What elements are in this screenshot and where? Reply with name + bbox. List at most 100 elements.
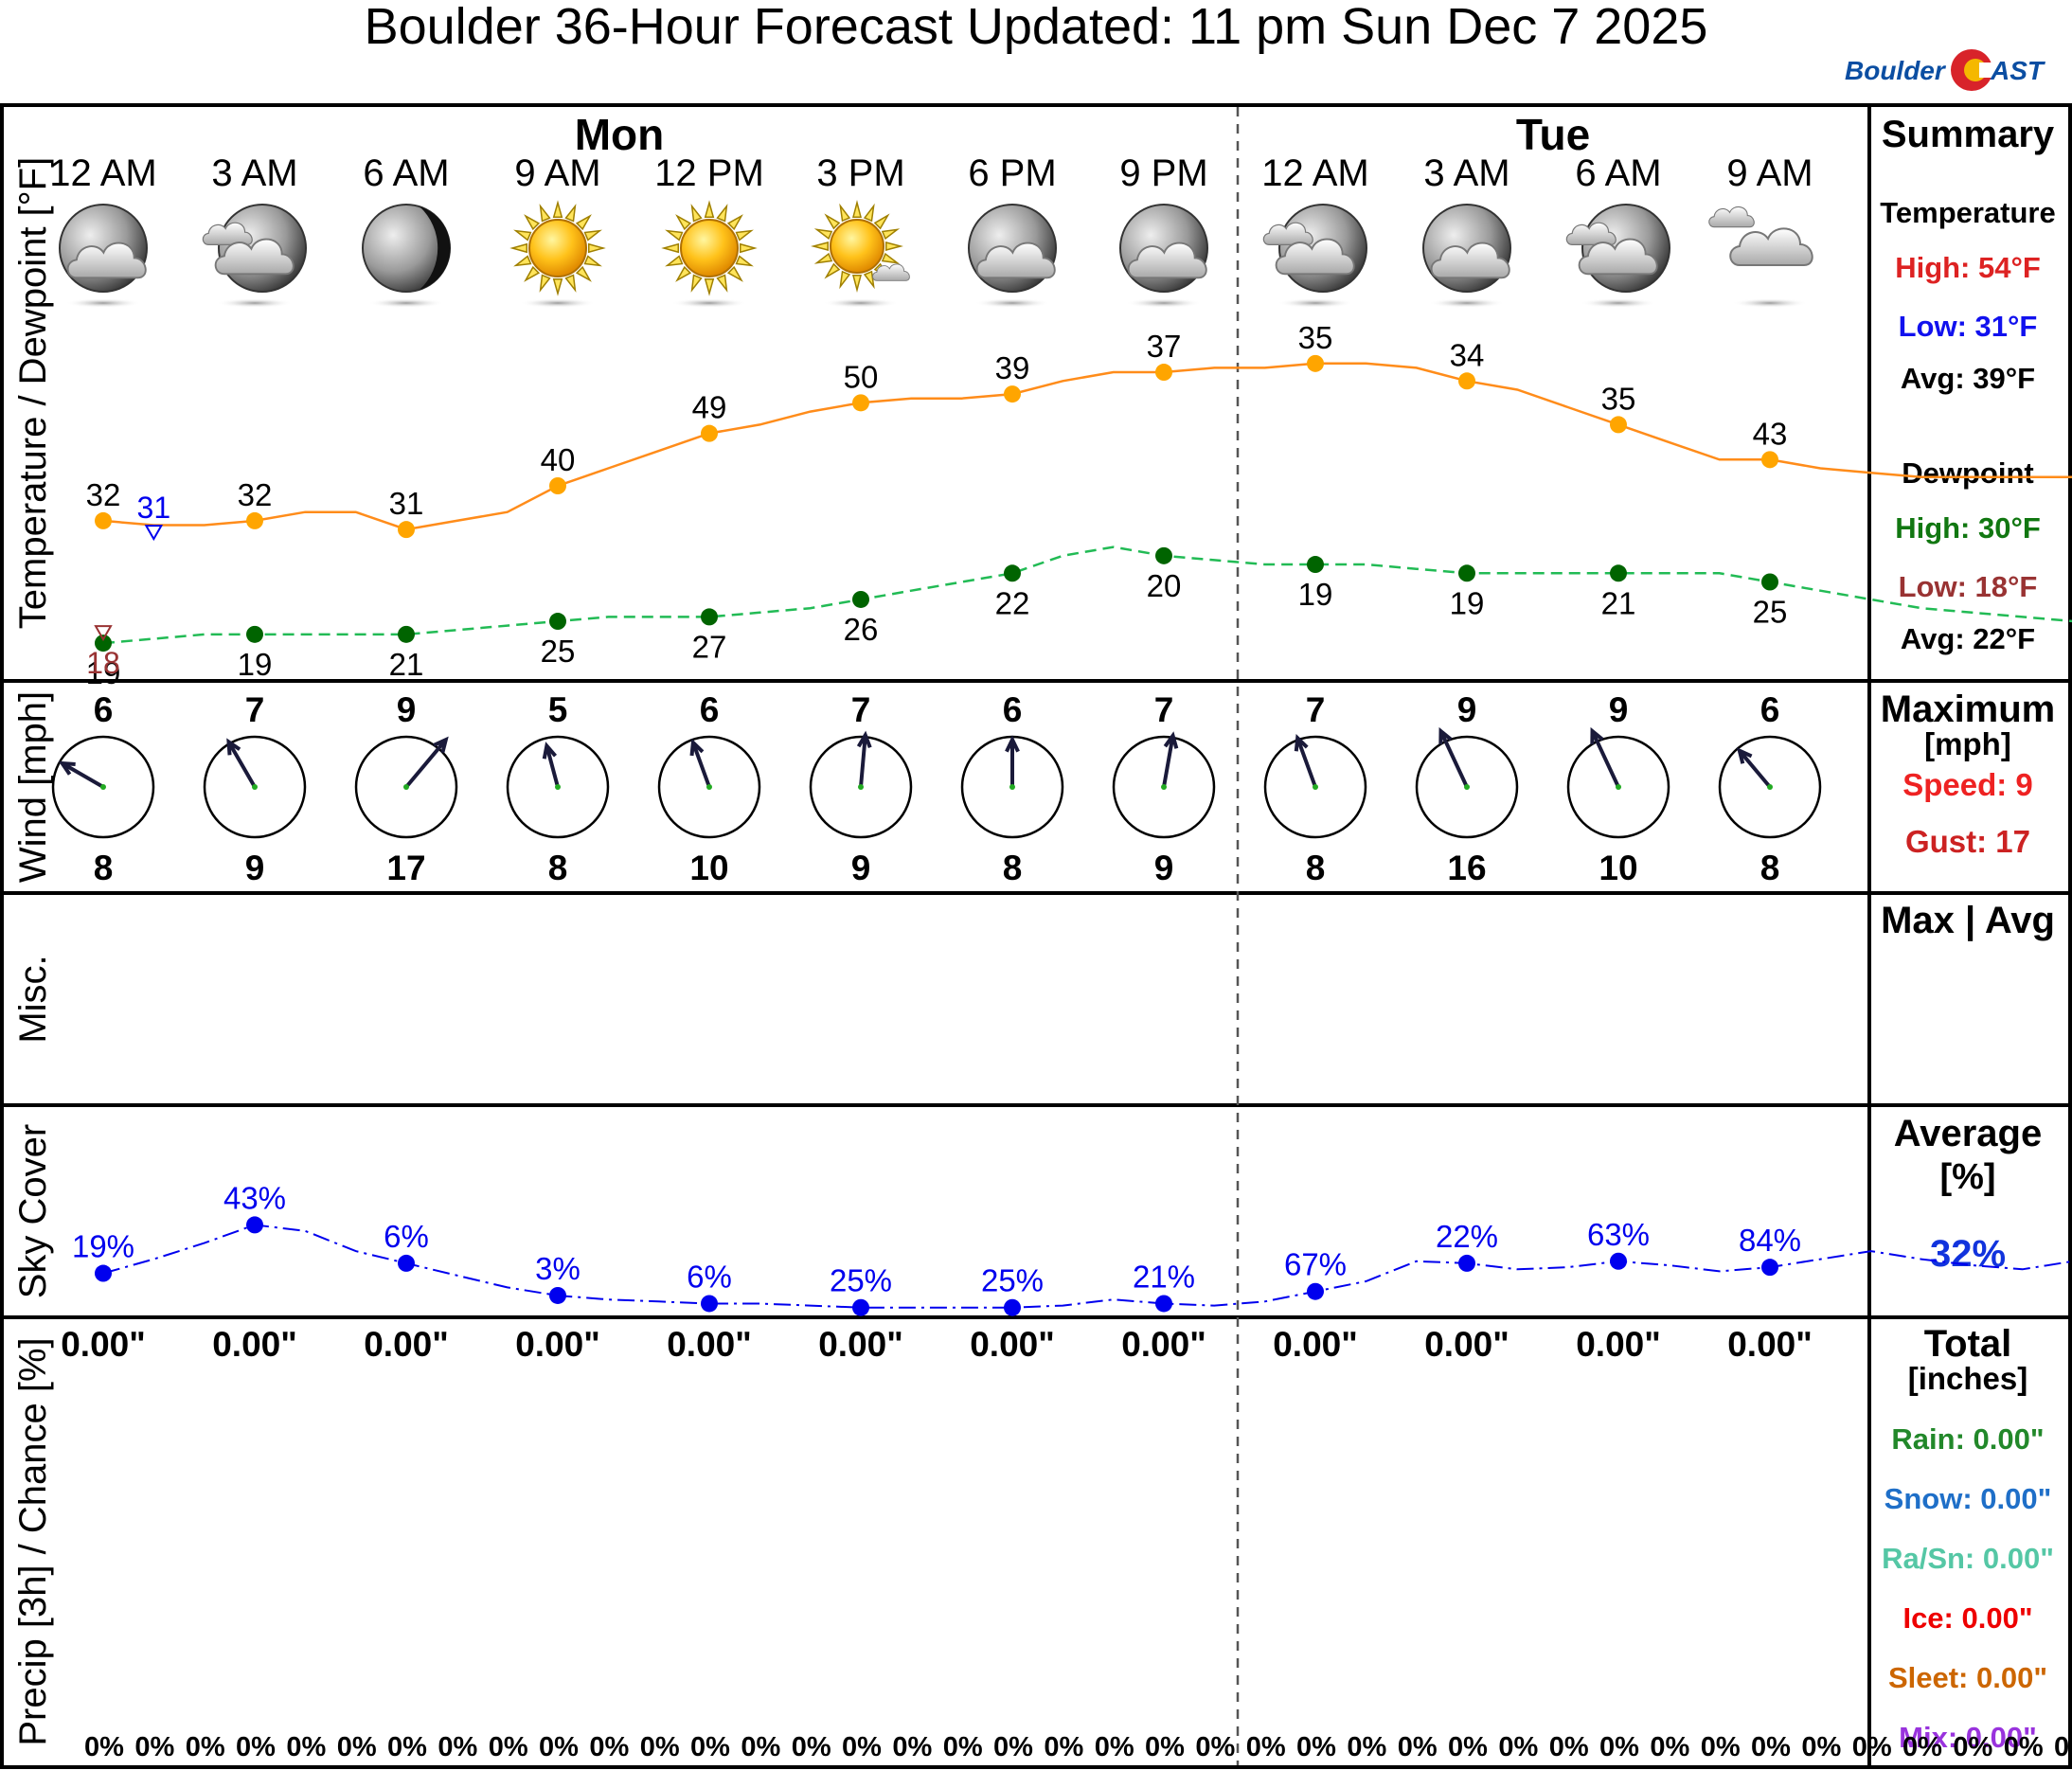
wind-dial-center bbox=[555, 784, 561, 790]
hour-label: 6 AM bbox=[1575, 152, 1661, 194]
sky-cover-label: 25% bbox=[830, 1263, 892, 1298]
wind-dial bbox=[1415, 735, 1519, 839]
wind-arrow-shaft bbox=[1162, 735, 1175, 788]
sky-cover-label: 22% bbox=[1436, 1219, 1498, 1254]
dewpoint-value-label: 19 bbox=[238, 647, 273, 682]
icon-shadow bbox=[671, 298, 747, 308]
sun-ray bbox=[881, 252, 901, 264]
wind-speed-label: 7 bbox=[245, 690, 265, 729]
sun-ray bbox=[564, 274, 577, 293]
cloud-shape bbox=[1708, 206, 1755, 228]
precip-chance-label: 0% bbox=[1852, 1732, 1892, 1762]
summary-snow: Snow: 0.00" bbox=[1884, 1482, 2052, 1515]
cloud-shape bbox=[872, 263, 910, 281]
logo-c-gap bbox=[1979, 63, 2004, 78]
dewpoint-value-label: 25 bbox=[541, 634, 576, 669]
wind-gust-label: 16 bbox=[1447, 849, 1486, 887]
precip-chance-label: 0% bbox=[1195, 1732, 1235, 1762]
dewpoint-value-label: 27 bbox=[692, 629, 727, 664]
wind-panel-label: Wind [mph] bbox=[12, 691, 54, 883]
precip-chance-label: 0% bbox=[1701, 1732, 1741, 1762]
wind-arrow-head bbox=[1736, 747, 1753, 764]
precip-chance-label: 0% bbox=[84, 1732, 124, 1762]
wind-arrow-shaft bbox=[691, 742, 711, 788]
sun-ray bbox=[665, 229, 684, 241]
precip-amount-label: 0.00" bbox=[667, 1325, 752, 1364]
precip-amount-label: 0.00" bbox=[1121, 1325, 1206, 1364]
wind-dial bbox=[51, 735, 155, 839]
wind-dial-center bbox=[1161, 784, 1167, 790]
wind-speed-label: 7 bbox=[1154, 690, 1174, 729]
cloud-path bbox=[1578, 238, 1658, 276]
wind-dial-center bbox=[1767, 784, 1773, 790]
temperature-point bbox=[549, 477, 566, 494]
dewpoint-point bbox=[95, 635, 112, 653]
precip-chance-label: 0% bbox=[1398, 1732, 1438, 1762]
precip-chance-label: 0% bbox=[2054, 1732, 2072, 1762]
dewpoint-value-label: 19 bbox=[86, 655, 121, 690]
cloud-shape bbox=[975, 241, 1056, 279]
precip-chance-label: 0% bbox=[1953, 1732, 1992, 1762]
icon-shadow bbox=[974, 298, 1050, 308]
temperature-value-label: 40 bbox=[541, 442, 576, 477]
wind-dial bbox=[1112, 735, 1216, 839]
dewpoint-point bbox=[852, 590, 869, 608]
summary-wind-title: Maximum bbox=[1881, 688, 2056, 730]
sky-cover-label: 3% bbox=[535, 1251, 581, 1286]
precip-amount-label: 0.00" bbox=[818, 1325, 903, 1364]
wind-arrow-head bbox=[1590, 726, 1604, 745]
wind-gust-label: 10 bbox=[689, 849, 728, 887]
precip-chance-label: 0% bbox=[236, 1732, 276, 1762]
precip-chance-label: 0% bbox=[943, 1732, 983, 1762]
dewpoint-point bbox=[1761, 573, 1778, 591]
wind-gust-label: 8 bbox=[94, 849, 114, 887]
cloud-shape bbox=[66, 241, 147, 279]
precip-chance-label: 0% bbox=[690, 1732, 730, 1762]
dewpoint-point bbox=[1458, 564, 1475, 582]
wind-dial-center bbox=[403, 784, 409, 790]
precip-chance-label: 0% bbox=[741, 1732, 780, 1762]
cloud-path bbox=[872, 263, 910, 281]
day-label-mon: Mon bbox=[575, 110, 665, 159]
wind-dial bbox=[657, 735, 761, 839]
sun-ray bbox=[552, 277, 563, 296]
hour-label: 3 AM bbox=[211, 152, 297, 194]
sun-ray bbox=[839, 203, 851, 223]
sky-cover-label: 25% bbox=[981, 1263, 1044, 1298]
precip-chance-label: 0% bbox=[186, 1732, 225, 1762]
temperature-value-label: 35 bbox=[1298, 320, 1333, 355]
sun-ray bbox=[690, 204, 703, 223]
summary-temp-avg: Avg: 39°F bbox=[1901, 362, 2035, 395]
sky-cover-point bbox=[1610, 1252, 1627, 1270]
sun-ray bbox=[513, 229, 532, 241]
sky-cover-point bbox=[246, 1216, 263, 1234]
sun-ray bbox=[824, 213, 841, 230]
wind-dial-center bbox=[1313, 784, 1318, 790]
cloud-path bbox=[214, 238, 295, 276]
summary-sky-unit: [%] bbox=[1939, 1157, 1995, 1197]
icon-shadow bbox=[1581, 298, 1656, 308]
precip-chance-label: 0% bbox=[1498, 1732, 1538, 1762]
sun-ray bbox=[690, 274, 703, 293]
precip-chance-label: 0% bbox=[1801, 1732, 1841, 1762]
dewpoint-min-marker bbox=[94, 625, 113, 642]
precip-amount-label: 0.00" bbox=[515, 1325, 600, 1364]
wind-speed-label: 6 bbox=[700, 690, 720, 729]
temperature-value-label: 31 bbox=[389, 486, 424, 521]
summary-dewpoint-title: Dewpoint bbox=[1902, 456, 2034, 490]
precip-chance-label: 0% bbox=[337, 1732, 377, 1762]
precip-chance-label: 0% bbox=[134, 1732, 174, 1762]
sun-ray bbox=[513, 255, 532, 267]
precip-chance-label: 0% bbox=[1549, 1732, 1589, 1762]
sun-ray bbox=[726, 214, 743, 231]
sun-shape bbox=[509, 200, 606, 296]
precip-chance-label: 0% bbox=[640, 1732, 680, 1762]
sun-ray bbox=[539, 204, 551, 223]
wind-arrow-head bbox=[1438, 726, 1453, 745]
hour-label: 12 AM bbox=[1261, 152, 1368, 194]
hour-label: 9 AM bbox=[514, 152, 600, 194]
temperature-value-label: 50 bbox=[844, 359, 879, 394]
precip-chance-label: 0% bbox=[589, 1732, 629, 1762]
sun-ray bbox=[675, 214, 692, 231]
